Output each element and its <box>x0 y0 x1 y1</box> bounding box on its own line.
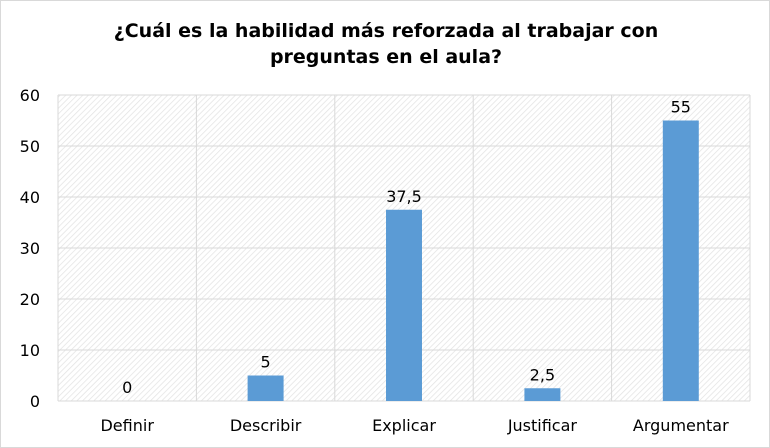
y-tick-label: 50 <box>20 137 40 156</box>
data-label: 37,5 <box>386 187 422 206</box>
x-tick-label: Explicar <box>372 416 436 435</box>
bar <box>386 209 422 401</box>
chart-title: ¿Cuál es la habilidad más reforzada al t… <box>113 20 659 68</box>
bar <box>524 388 561 401</box>
data-label: 2,5 <box>530 365 555 384</box>
data-label: 5 <box>261 353 271 372</box>
data-label: 55 <box>671 98 691 117</box>
y-tick-label: 60 <box>20 86 40 105</box>
x-tick-label: Argumentar <box>633 416 729 435</box>
data-label: 0 <box>122 378 132 397</box>
x-tick-label: Describir <box>230 416 302 435</box>
y-tick-label: 20 <box>20 290 40 309</box>
x-tick-label: Justificar <box>507 416 578 435</box>
x-tick-label: Definir <box>100 416 154 435</box>
y-tick-label: 30 <box>20 239 40 258</box>
y-tick-label: 40 <box>20 188 40 207</box>
y-tick-label: 10 <box>20 341 40 360</box>
y-tick-label: 0 <box>30 392 40 411</box>
bar <box>247 375 284 401</box>
bar <box>662 120 699 401</box>
